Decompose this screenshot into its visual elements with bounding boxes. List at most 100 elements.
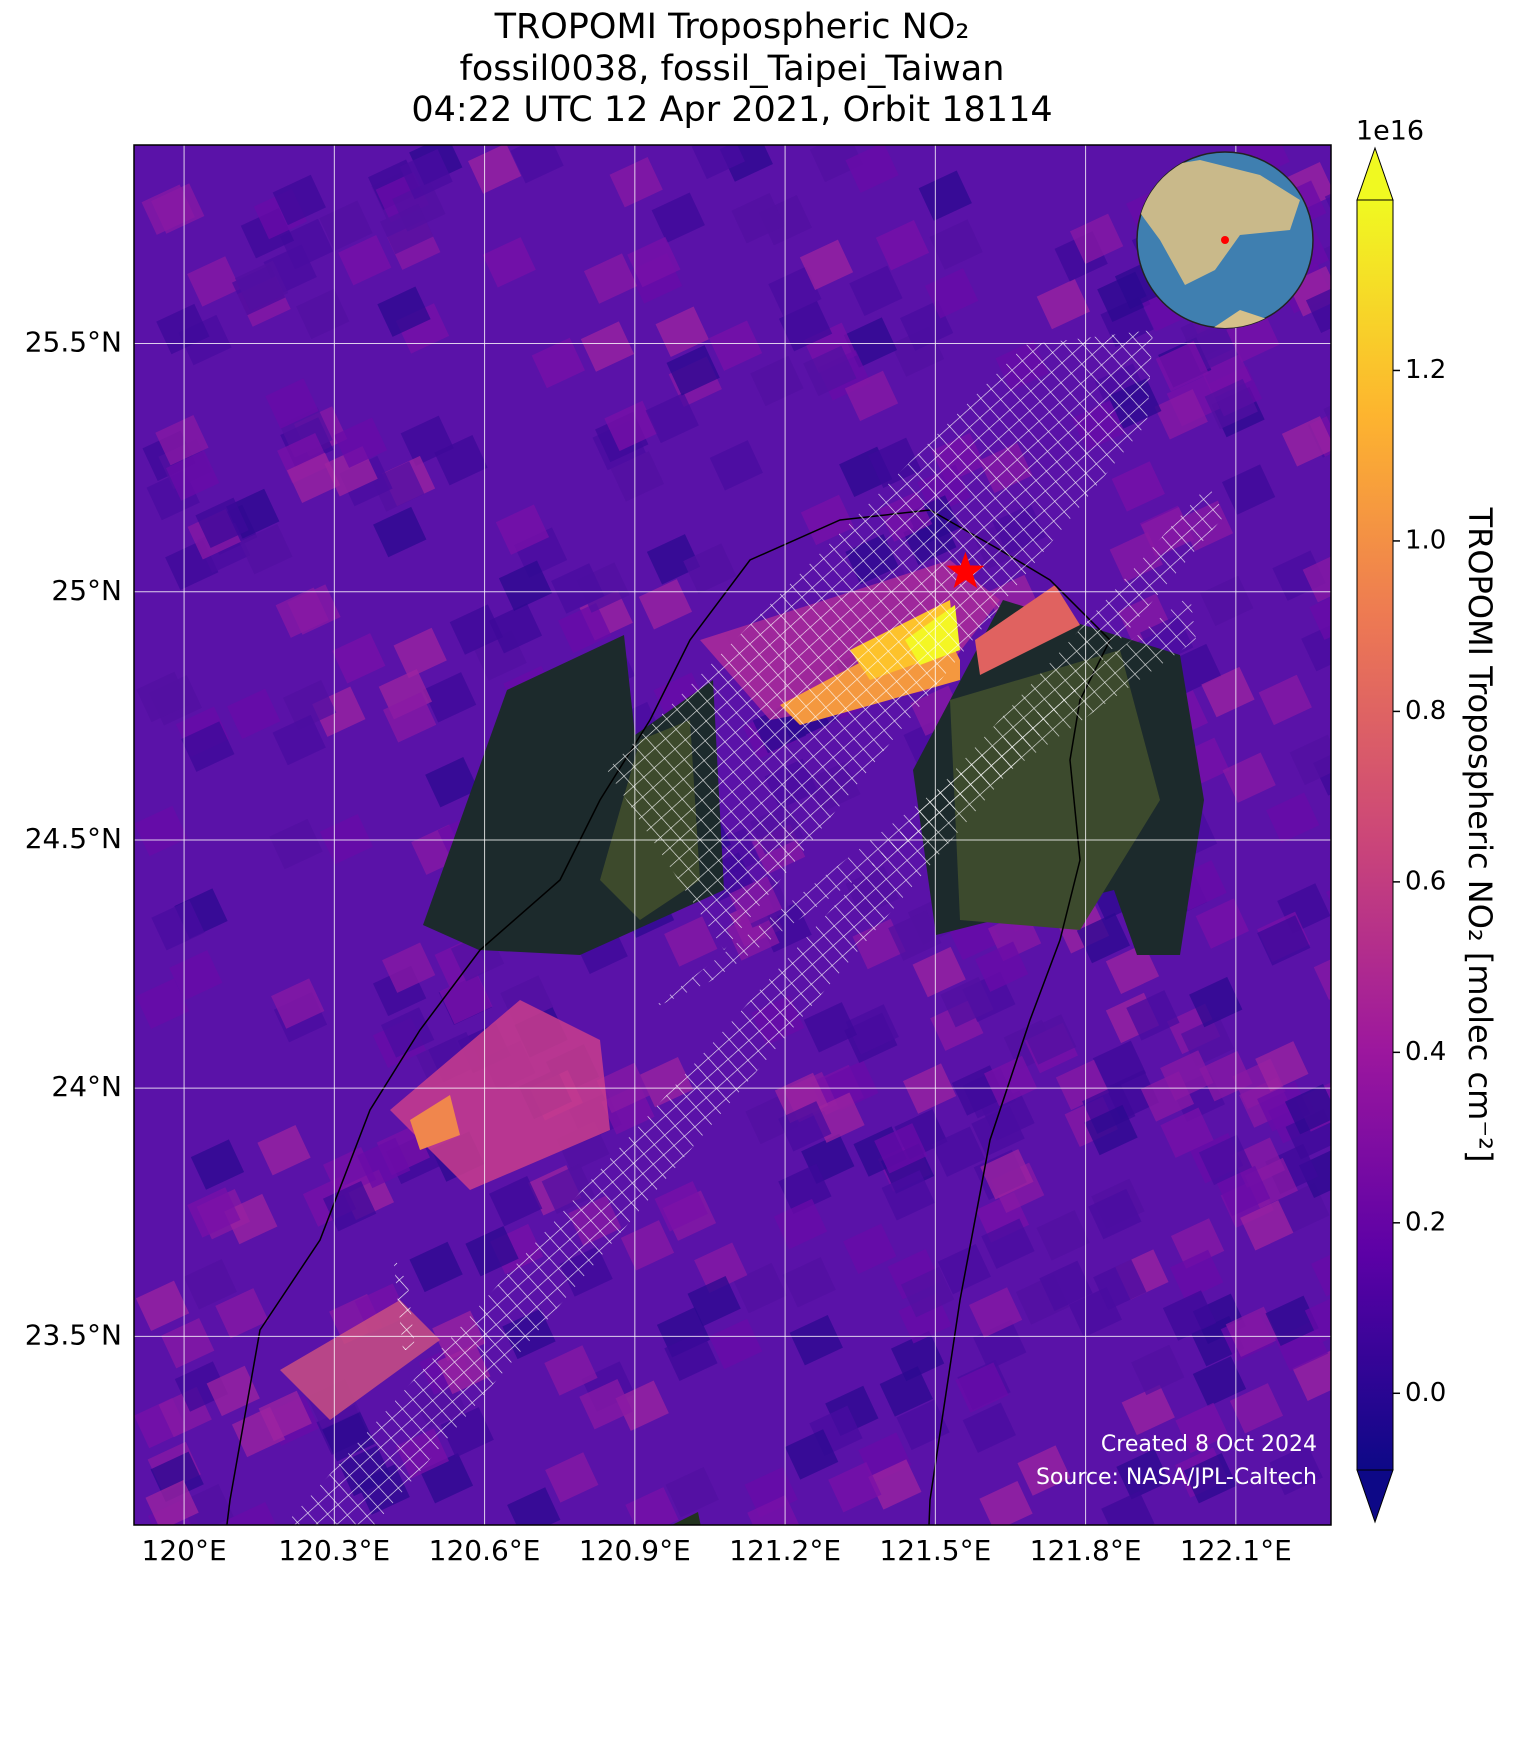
tile (323, 1180, 377, 1232)
tile (425, 757, 479, 808)
tile (604, 400, 658, 452)
tile (664, 1330, 718, 1382)
y-tick-label: 24.5°N (25, 822, 122, 855)
tile (620, 1220, 675, 1271)
tile (981, 1218, 1035, 1269)
tile (785, 1429, 839, 1480)
tile (195, 497, 249, 548)
tile (382, 942, 436, 993)
y-tick-label: 25°N (51, 574, 122, 607)
tile (768, 266, 822, 317)
footer: Created 8 Oct 2024 Source: NASA/JPL-Calt… (1036, 1432, 1317, 1490)
x-tick-label: 120.9°E (579, 1534, 691, 1567)
colorbar-extend-max (1356, 146, 1394, 201)
tile (975, 941, 1029, 992)
tile (286, 452, 341, 504)
tile (845, 145, 899, 193)
tile (488, 602, 543, 654)
colorbar-tick-label: 0.4 (1405, 1037, 1446, 1067)
tile (215, 1288, 269, 1339)
tile (134, 805, 188, 857)
tile (708, 320, 763, 371)
tile (843, 1223, 897, 1275)
tile (265, 378, 319, 429)
tile (719, 145, 773, 182)
y-tick-label: 25.5°N (25, 326, 122, 359)
tile (1311, 1246, 1331, 1297)
tile (1269, 1444, 1323, 1496)
swaths (284, 330, 1225, 1525)
tile (1265, 1295, 1319, 1346)
globe-land (1138, 160, 1300, 285)
plume (410, 1095, 460, 1150)
tile (896, 1399, 950, 1451)
tile (1155, 341, 1209, 392)
tile (666, 345, 720, 396)
tile (1036, 1210, 1090, 1261)
title-line: fossil0038, fossil_Taipei_Taiwan (460, 49, 1005, 89)
tile (664, 916, 718, 967)
tile (868, 1459, 922, 1510)
tile (955, 1362, 1009, 1413)
tile (231, 1406, 286, 1458)
tile (275, 587, 329, 638)
tile (1240, 1200, 1294, 1251)
tile (924, 268, 979, 319)
land-patch (672, 1512, 701, 1525)
plume (975, 585, 1080, 675)
y-tick-label: 23.5°N (25, 1318, 122, 1351)
tile (333, 417, 388, 468)
tile (694, 1242, 748, 1293)
colorbar: 1e16 TROPOMI Tropospheric NO₂ [molec cm⁻… (1356, 116, 1499, 1524)
colorbar-tick-label: 0.6 (1405, 866, 1446, 896)
tile (1121, 1384, 1175, 1436)
tile (1076, 912, 1131, 964)
tile (155, 415, 209, 466)
tile (234, 260, 289, 311)
tile (1229, 1383, 1284, 1434)
tile (399, 149, 453, 200)
tile (545, 1452, 599, 1503)
tile (1216, 1165, 1271, 1217)
tile (393, 627, 447, 679)
tile (373, 506, 427, 558)
colorbar-extend-min (1356, 1469, 1394, 1524)
tile (145, 1479, 199, 1525)
tile (1221, 464, 1276, 515)
footer-text: Source: NASA/JPL-Caltech (1036, 1465, 1317, 1490)
tile (151, 183, 205, 234)
tile (845, 1004, 899, 1055)
tile (1289, 734, 1331, 786)
tile (747, 1495, 801, 1525)
tile (929, 219, 983, 270)
axes: 120°E 120.3°E 120.6°E 120.9°E 121.2°E 121.5°E… (25, 326, 1292, 1567)
tile (1183, 1453, 1237, 1504)
tile (609, 157, 663, 208)
tile (1309, 589, 1331, 640)
tile (874, 1123, 928, 1174)
tile (828, 1462, 882, 1513)
tile (1084, 1104, 1138, 1156)
tile (190, 1139, 245, 1190)
tile (980, 1149, 1034, 1200)
tile (687, 1276, 741, 1327)
tile (962, 1402, 1016, 1453)
tile (844, 370, 899, 422)
tile (180, 1484, 234, 1525)
tile (888, 910, 942, 961)
tile (983, 1055, 1038, 1107)
tile (1131, 1344, 1185, 1396)
tile (557, 602, 612, 654)
tile (691, 145, 745, 180)
tile (383, 692, 437, 743)
tile (654, 1181, 708, 1232)
title-line: TROPOMI Tropospheric NO₂ (494, 7, 970, 47)
tile (931, 1126, 986, 1177)
x-tick-label: 120.6°E (429, 1534, 541, 1567)
colorbar-scale (1357, 200, 1393, 1470)
tile (890, 1330, 945, 1382)
tile (319, 200, 373, 251)
colorbar-tick-label: 0.0 (1405, 1378, 1446, 1408)
tile (900, 1266, 955, 1318)
tile (615, 1380, 669, 1431)
